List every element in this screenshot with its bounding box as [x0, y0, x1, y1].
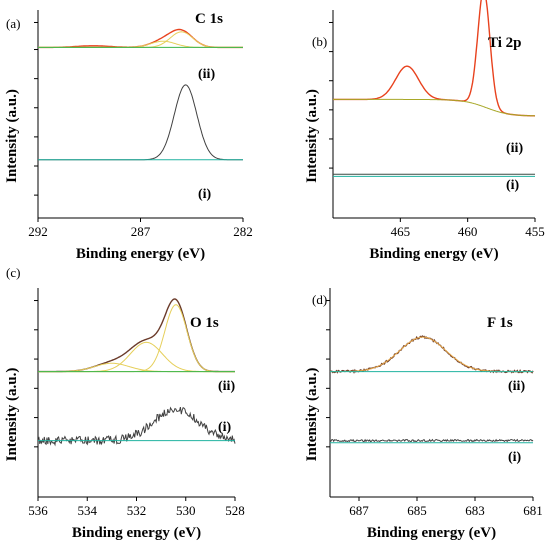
y-axis-title: Intensity (a.u.) [304, 89, 320, 183]
curve-background [333, 98, 536, 117]
x-tick-label: 528 [225, 503, 245, 518]
panel-a-c1s: 292 287 282 (a) C 1s (ii) (i) Binding energy (e… [4, 10, 253, 262]
core-level-title: C 1s [195, 11, 223, 27]
curve-label: (ii) [508, 379, 525, 394]
curve-envelope [38, 28, 243, 49]
x-tick-label: 536 [28, 503, 48, 518]
panel-letter: (d) [312, 292, 327, 307]
y-axis-title: Intensity (a.u.) [4, 89, 20, 183]
panel-letter: (b) [312, 34, 327, 49]
x-axis-title: Binding energy (eV) [72, 525, 201, 541]
core-level-title: Ti 2p [488, 35, 522, 51]
panel-letter: (c) [6, 265, 20, 280]
x-tick-label: 292 [28, 224, 48, 239]
curve-envelope [333, 0, 536, 117]
x-axis-title: Binding energy (eV) [367, 525, 496, 541]
panel-c-o1s: 536 534 532 530 528 (c) O 1s (ii) (i) Binding ene… [4, 265, 245, 541]
core-level-title: F 1s [487, 315, 513, 331]
curve-label: (i) [198, 187, 212, 202]
x-tick-label: 282 [233, 224, 253, 239]
x-tick-label: 681 [523, 503, 543, 518]
x-axis-title: Binding energy (eV) [369, 246, 498, 262]
core-level-title: O 1s [190, 315, 219, 331]
panel-letter: (a) [6, 16, 20, 31]
curve-component [38, 31, 243, 48]
curve-envelope [38, 298, 235, 373]
curve-label: (i) [508, 450, 522, 465]
curve-raw [37, 406, 236, 447]
y-axis-title: Intensity (a.u.) [304, 368, 320, 462]
x-axis-title: Binding energy (eV) [76, 246, 205, 262]
curve-raw [38, 84, 243, 161]
x-tick-label: 455 [525, 224, 545, 239]
y-axis-title: Intensity (a.u.) [4, 368, 20, 462]
x-tick-label: 683 [465, 503, 485, 518]
curve-label: (ii) [218, 379, 235, 394]
curve-raw [329, 438, 534, 443]
x-tick-label: 460 [458, 224, 478, 239]
curve-label: (i) [218, 420, 232, 435]
x-tick-label: 532 [127, 503, 147, 518]
curve-label: (i) [506, 178, 520, 193]
x-tick-label: 287 [131, 224, 151, 239]
curve-component [38, 341, 235, 373]
x-tick-label: 534 [78, 503, 98, 518]
x-tick-label: 685 [407, 503, 427, 518]
x-tick-label: 465 [391, 224, 411, 239]
panel-d-f1s: 687 685 683 681 (d) F 1s (ii) (i) Binding energy… [304, 288, 543, 541]
panel-b-ti2p: 465 460 455 (b) Ti 2p (ii) (i) Binding energy (… [304, 0, 545, 262]
x-tick-label: 687 [349, 503, 369, 518]
x-tick-label: 530 [176, 503, 196, 518]
curve-envelope [329, 335, 534, 374]
curve-label: (ii) [506, 141, 523, 156]
curve-component [330, 336, 533, 373]
curve-label: (ii) [198, 67, 215, 82]
